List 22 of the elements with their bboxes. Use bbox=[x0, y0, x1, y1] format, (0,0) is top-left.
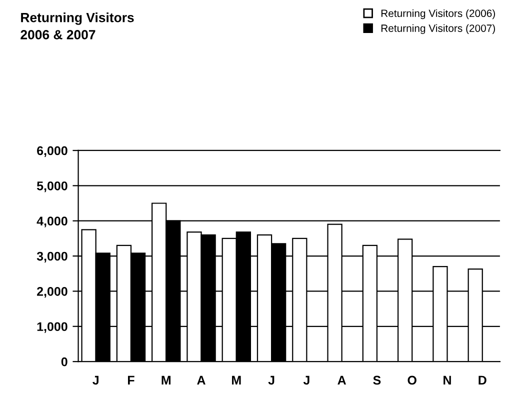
y-tick-label: 2,000 bbox=[37, 287, 68, 298]
legend-label: Returning Visitors (2006) bbox=[381, 9, 495, 20]
legend-label: Returning Visitors (2007) bbox=[381, 24, 495, 34]
x-tick-label: S bbox=[373, 376, 381, 385]
x-tick-label: J bbox=[92, 376, 98, 385]
x-tick-label: J bbox=[303, 376, 310, 385]
x-tick-label: J bbox=[268, 376, 274, 385]
y-tick-label: 0 bbox=[61, 357, 68, 366]
y-tick-label: 5,000 bbox=[36, 181, 68, 192]
y-tick-label: 4,000 bbox=[36, 216, 68, 228]
x-tick-label: N bbox=[444, 376, 451, 385]
x-tick-label: F bbox=[128, 376, 134, 385]
x-tick-label: M bbox=[162, 376, 170, 385]
y-tick-label: 1,000 bbox=[37, 322, 68, 333]
x-tick-label: A bbox=[197, 376, 206, 385]
x-tick-label: O bbox=[408, 376, 416, 385]
x-tick-label: A bbox=[338, 376, 346, 385]
x-tick-label: M bbox=[232, 376, 241, 385]
chart-title: Returning Visitors 2006 & 2007 bbox=[20, 12, 134, 40]
y-tick-label: 6,000 bbox=[37, 146, 68, 157]
x-tick-label: D bbox=[478, 376, 486, 385]
y-tick-label: 3,000 bbox=[36, 252, 68, 262]
